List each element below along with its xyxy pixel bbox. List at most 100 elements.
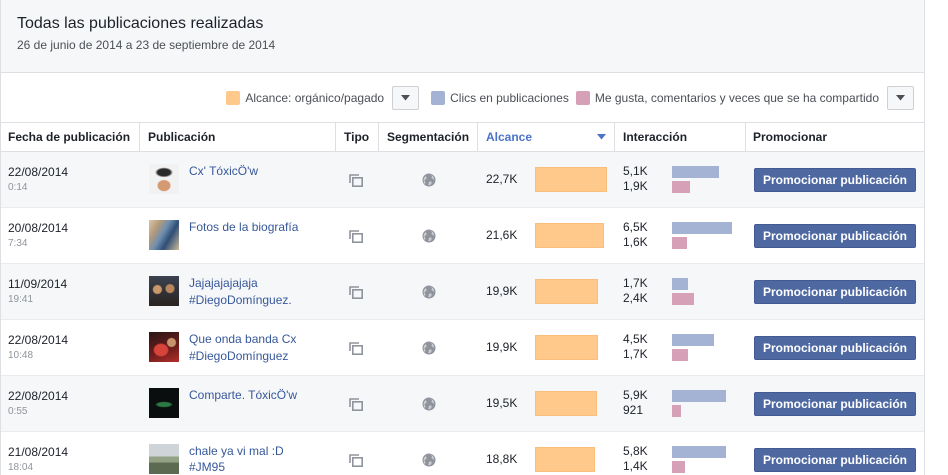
- table-row: 11/09/2014 19:41 Jajajajajajaja #DiegoDo…: [1, 264, 924, 320]
- column-header-date-label[interactable]: Fecha de publicación: [8, 130, 131, 144]
- date-cell: 21/08/2014 18:04: [1, 432, 140, 475]
- clicks-value: 4,5K: [623, 332, 648, 346]
- post-text-line[interactable]: Fotos de la biografía: [189, 220, 299, 234]
- table-row: 20/08/2014 7:34 Fotos de la biografía 21…: [1, 208, 924, 264]
- post-text-line[interactable]: Cx' TóxicÖ'w: [189, 164, 259, 178]
- post-text-line[interactable]: #DiegoDomínguez.: [189, 293, 292, 307]
- photo-icon: [349, 230, 363, 243]
- post-thumbnail[interactable]: [149, 164, 179, 194]
- promote-post-button[interactable]: Promocionar publicación: [754, 392, 916, 416]
- table-header: Fecha de publicación Publicación Tipo Se…: [1, 122, 924, 152]
- publish-time: 7:34: [8, 238, 28, 249]
- engagement-legend-swatch: [575, 90, 590, 105]
- promote-cell: Promocionar publicación: [746, 208, 924, 263]
- column-header-reach-label[interactable]: Alcance: [486, 130, 533, 144]
- interaction-cell: 5,9K 921: [615, 376, 746, 431]
- interaction-cell: 1,7K 2,4K: [615, 264, 746, 319]
- post-link[interactable]: Fotos de la biografía: [189, 219, 298, 263]
- publish-date: 22/08/2014: [8, 389, 69, 403]
- promote-cell: Promocionar publicación: [746, 432, 924, 475]
- promote-post-button[interactable]: Promocionar publicación: [754, 448, 916, 472]
- post-link[interactable]: Cx' TóxicÖ'w: [189, 163, 258, 207]
- post-thumbnail[interactable]: [149, 332, 179, 362]
- page-title: Todas las publicaciones realizadas: [17, 15, 264, 32]
- clicks-value: 1,7K: [623, 276, 648, 290]
- post-text-line[interactable]: #DiegoDomínguez: [189, 349, 289, 363]
- column-header-type: Tipo: [336, 123, 379, 151]
- promote-post-button[interactable]: Promocionar publicación: [754, 168, 916, 192]
- photo-icon: [349, 286, 363, 299]
- column-header-date[interactable]: Fecha de publicación: [1, 123, 140, 151]
- type-cell: [336, 320, 379, 375]
- engagement-line: 2,4K: [623, 291, 746, 306]
- column-header-reach[interactable]: Alcance: [478, 123, 615, 151]
- date-cell: 22/08/2014 0:55: [1, 376, 140, 431]
- clicks-line: 5,8K: [623, 444, 746, 459]
- post-text-line[interactable]: chale ya vi mal :D: [189, 444, 284, 458]
- reach-value: 18,8K: [486, 452, 518, 466]
- targeting-cell: [379, 264, 478, 319]
- promote-post-button[interactable]: Promocionar publicación: [754, 336, 916, 360]
- post-text-line[interactable]: #JM95: [189, 460, 226, 474]
- engagement-bar: [672, 236, 687, 249]
- post-thumbnail[interactable]: [149, 276, 179, 306]
- reach-bar: [535, 335, 598, 360]
- post-text-line[interactable]: Que onda banda Cx: [189, 332, 297, 346]
- post-link[interactable]: chale ya vi mal :D #JM95: [189, 443, 284, 475]
- engagement-bar: [672, 180, 690, 193]
- post-thumbnail[interactable]: [149, 444, 179, 474]
- publish-time: 19:41: [8, 294, 34, 305]
- reach-value: 19,9K: [486, 340, 518, 354]
- engagement-line: 1,6K: [623, 235, 746, 250]
- reach-cell: 19,9K: [478, 320, 615, 375]
- engagement-line: 921: [623, 403, 746, 418]
- engagement-line: 1,9K: [623, 179, 746, 194]
- post-text-line[interactable]: Comparte. TóxicÖ'w: [189, 388, 298, 402]
- engagement-bar: [672, 348, 688, 361]
- engagement-bar: [672, 404, 681, 417]
- post-link[interactable]: Comparte. TóxicÖ'w: [189, 387, 297, 431]
- post-link[interactable]: Jajajajajajaja #DiegoDomínguez.: [189, 275, 292, 319]
- photo-icon: [349, 454, 363, 467]
- column-header-interaction[interactable]: Interacción: [615, 123, 746, 151]
- engagement-value: 1,6K: [623, 235, 648, 249]
- post-cell: Que onda banda Cx #DiegoDomínguez: [140, 320, 336, 375]
- post-cell: Fotos de la biografía: [140, 208, 336, 263]
- post-cell: Cx' TóxicÖ'w: [140, 152, 336, 207]
- date-cell: 22/08/2014 0:14: [1, 152, 140, 207]
- column-header-targeting-label: Segmentación: [387, 130, 470, 144]
- post-thumbnail[interactable]: [149, 220, 179, 250]
- date-cell: 11/09/2014 19:41: [1, 264, 140, 319]
- promote-post-button[interactable]: Promocionar publicación: [754, 280, 916, 304]
- targeting-cell: [379, 320, 478, 375]
- reach-value: 19,9K: [486, 284, 518, 298]
- clicks-value: 5,1K: [623, 164, 648, 178]
- reach-bar: [535, 223, 604, 248]
- globe-icon: [422, 173, 435, 187]
- sort-descending-icon[interactable]: [597, 134, 606, 140]
- globe-icon: [422, 229, 435, 243]
- interaction-cell: 5,8K 1,4K: [615, 432, 746, 475]
- post-cell: Comparte. TóxicÖ'w: [140, 376, 336, 431]
- type-cell: [336, 152, 379, 207]
- photo-icon: [349, 342, 363, 355]
- post-link[interactable]: Que onda banda Cx #DiegoDomínguez: [189, 331, 296, 375]
- reach-metric-dropdown[interactable]: [392, 85, 420, 110]
- post-thumbnail[interactable]: [149, 388, 179, 418]
- post-cell: Jajajajajajaja #DiegoDomínguez.: [140, 264, 336, 319]
- engagement-value: 1,4K: [623, 459, 648, 473]
- interaction-metric-dropdown[interactable]: [887, 85, 914, 110]
- post-text-line[interactable]: Jajajajajajaja: [189, 276, 258, 290]
- table-row: 21/08/2014 18:04 chale ya vi mal :D #JM9…: [1, 432, 924, 475]
- column-header-interaction-label[interactable]: Interacción: [623, 130, 688, 144]
- column-header-promote-label: Promocionar: [753, 130, 828, 144]
- reach-legend-swatch: [226, 90, 241, 105]
- globe-icon: [422, 397, 435, 411]
- engagement-line: 1,7K: [623, 347, 746, 362]
- type-cell: [336, 264, 379, 319]
- publish-date: 22/08/2014: [8, 333, 69, 347]
- promote-cell: Promocionar publicación: [746, 152, 924, 207]
- clicks-bar: [672, 221, 732, 234]
- promote-post-button[interactable]: Promocionar publicación: [754, 224, 916, 248]
- engagement-value: 1,7K: [623, 347, 648, 361]
